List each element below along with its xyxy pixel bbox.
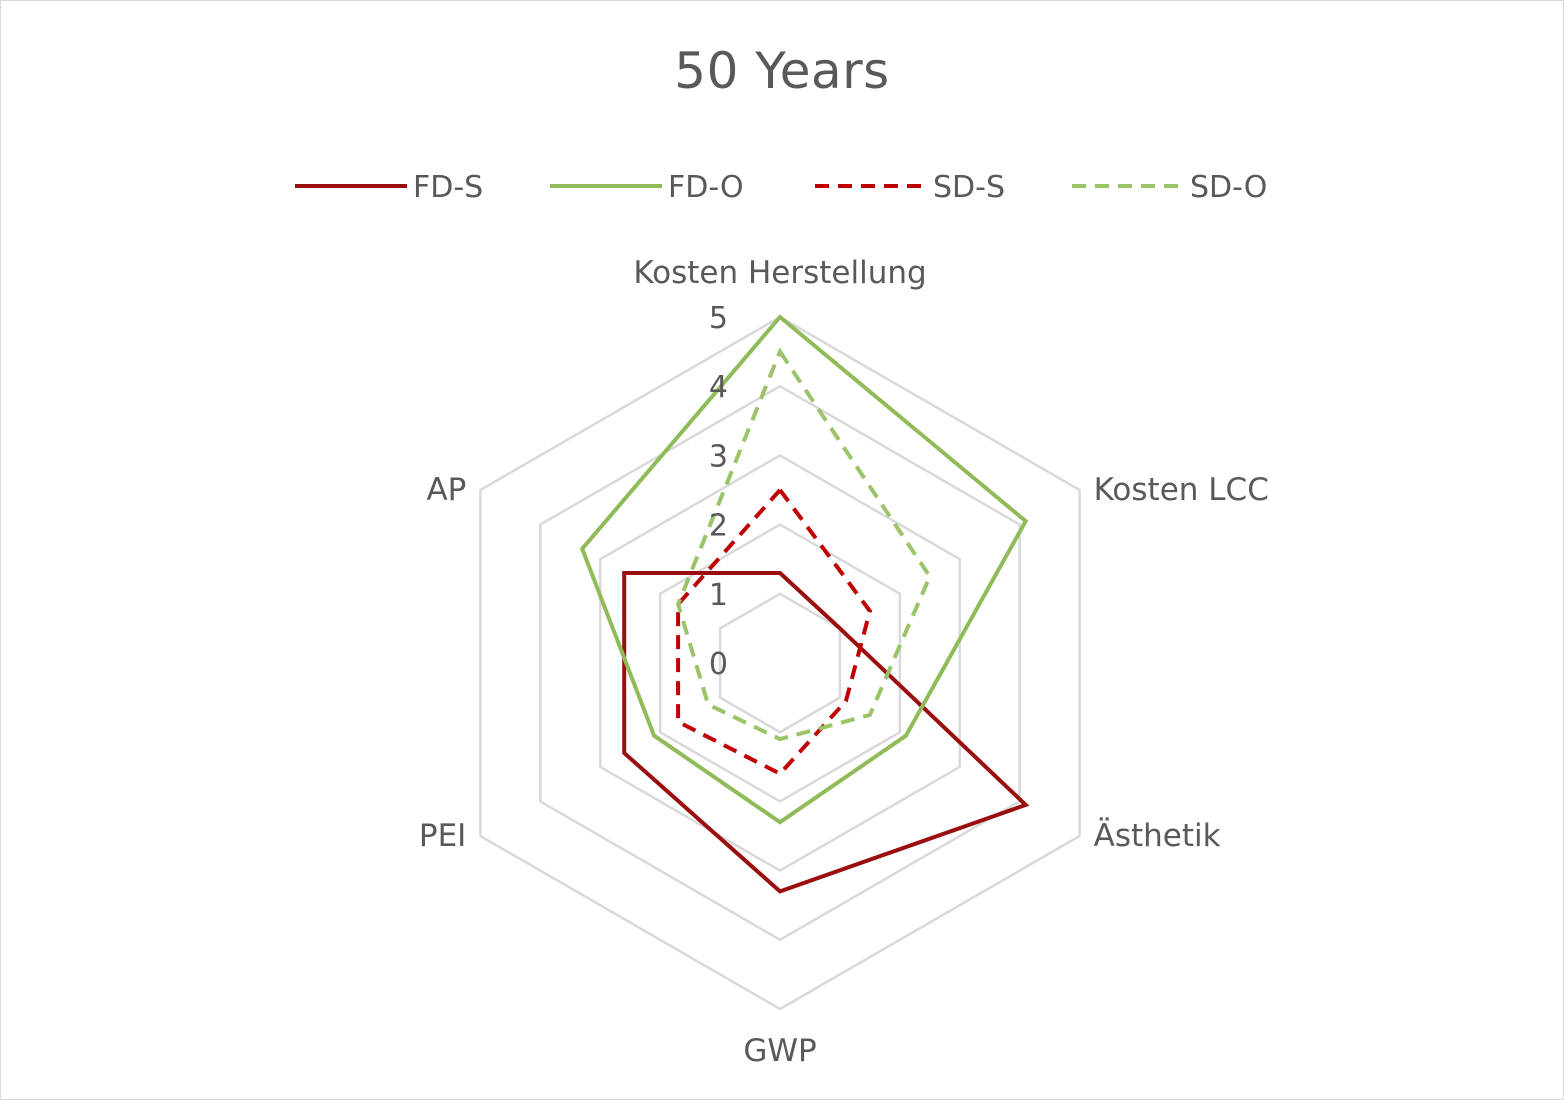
axis-label-ap: AP <box>426 472 466 508</box>
grid-ring-5 <box>479 315 1081 1011</box>
legend-label-fd-o: FD-O <box>668 170 744 205</box>
series-layer <box>579 314 1030 894</box>
tick-label-1: 1 <box>709 578 728 613</box>
series-sd-s <box>676 486 873 777</box>
legend-label-sd-o: SD-O <box>1190 170 1267 205</box>
series-fd-s <box>622 571 1030 894</box>
axis-labels: Kosten Herstellung Kosten LCC Ästhetik GWP P… <box>419 255 1269 1069</box>
tick-labels: 0 1 2 3 4 5 <box>709 301 728 682</box>
grid-ring-2 <box>658 523 902 803</box>
tick-label-4: 4 <box>709 370 728 405</box>
legend-label-sd-s: SD-S <box>933 170 1005 205</box>
axis-label-sthetik: Ästhetik <box>1094 818 1221 854</box>
axis-label-kosten-herstellung: Kosten Herstellung <box>633 255 926 291</box>
radar-grid <box>479 315 1081 1011</box>
axis-label-pei: PEI <box>419 818 466 854</box>
legend: FD-S FD-O SD-S SD-O <box>295 170 1267 205</box>
tick-label-5: 5 <box>709 301 728 336</box>
chart-title: 50 Years <box>674 42 890 100</box>
legend-label-fd-s: FD-S <box>413 170 483 205</box>
grid-ring-4 <box>539 384 1021 942</box>
grid-ring-1 <box>718 592 842 734</box>
tick-label-2: 2 <box>709 509 728 544</box>
tick-label-3: 3 <box>709 439 728 474</box>
series-sd-o <box>675 347 933 742</box>
series-fd-o <box>579 314 1029 825</box>
grid-ring-3 <box>598 453 962 873</box>
tick-label-0: 0 <box>709 647 728 682</box>
axis-label-gwp: GWP <box>743 1033 816 1069</box>
axis-label-kosten-lcc: Kosten LCC <box>1094 472 1269 508</box>
